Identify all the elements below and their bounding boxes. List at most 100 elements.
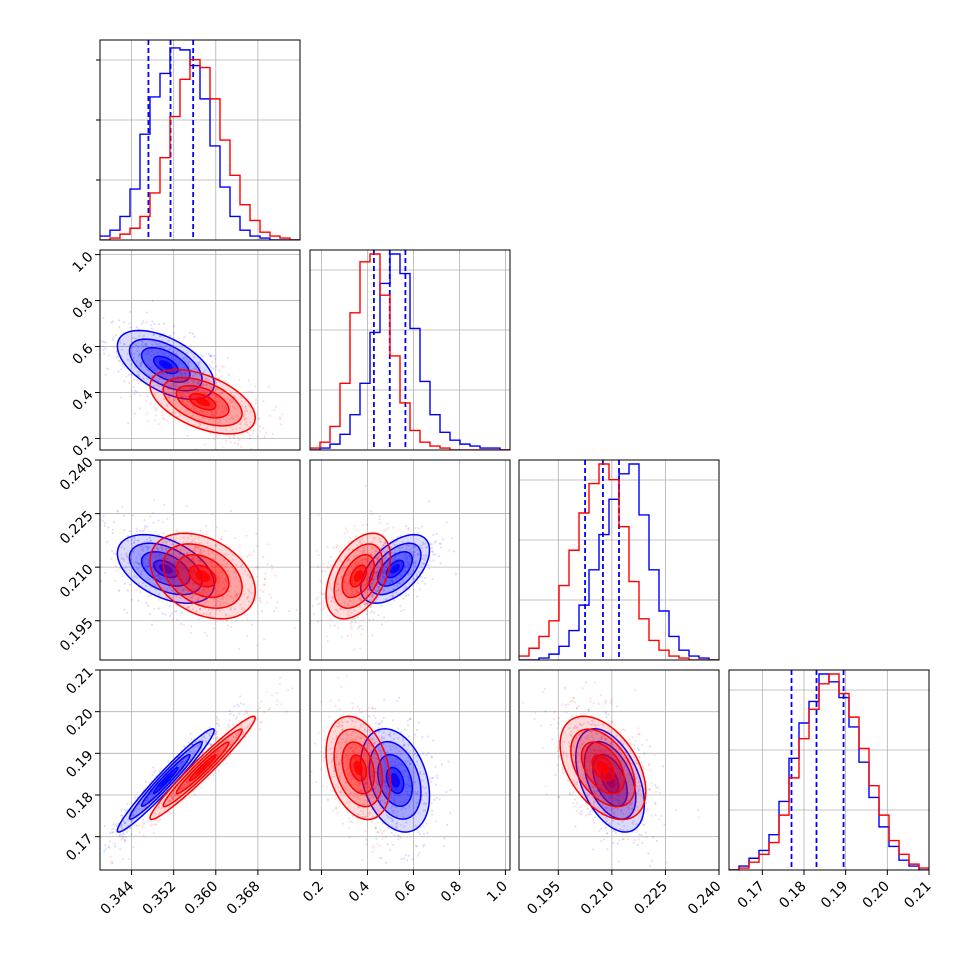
red-contour-line <box>188 564 217 588</box>
blue-contour-line <box>128 740 203 820</box>
red-contour-line <box>333 543 384 609</box>
y-tick-label: 0.8 <box>70 295 97 322</box>
x-tick-label: 0.225 <box>631 878 671 918</box>
red-contour-line <box>149 532 256 620</box>
plot-area <box>310 250 510 450</box>
x-tick-label: 0.2 <box>300 878 327 905</box>
x-tick-label: 0.8 <box>438 878 465 905</box>
x-tick-label: 0.210 <box>578 878 618 918</box>
red-contour-line <box>162 376 243 427</box>
plot-area <box>519 670 719 870</box>
blue-contour-line <box>140 753 191 808</box>
blue-histogram-step <box>310 253 510 450</box>
panel-frame <box>518 459 720 661</box>
red-contour-line <box>570 728 636 808</box>
y-tick-label: 0.225 <box>57 508 97 548</box>
blue-contour-line <box>377 753 414 808</box>
blue-contour-line <box>575 728 646 833</box>
histogram-panel-0 <box>96 39 301 241</box>
contour-panel-3-0: 0.17 0.18 0.19 0.20 0.21 0.344 0.352 0.360 0.368 <box>63 664 301 918</box>
red-density-peak <box>353 570 363 583</box>
red-contour-line <box>175 553 230 599</box>
blue-contour-line <box>377 551 414 587</box>
red-contour-line <box>341 553 376 599</box>
red-contour-line <box>175 741 230 795</box>
y-tick-label: 0.19 <box>63 748 96 781</box>
red-contour-line <box>188 754 217 782</box>
panel-frame <box>728 669 930 871</box>
red-contour-line <box>580 741 626 795</box>
y-tick-label: 0.6 <box>70 341 97 368</box>
x-tick-label: 0.368 <box>224 878 264 918</box>
y-tick-label: 0.17 <box>63 831 96 864</box>
red-histogram-step <box>519 463 719 660</box>
y-tick-label: 0.18 <box>63 789 96 822</box>
red-contour-line <box>349 564 368 588</box>
panel-frame <box>309 249 511 451</box>
plot-area <box>100 460 300 660</box>
x-tick-label: 0.20 <box>860 878 893 911</box>
red-density-peak <box>195 397 210 407</box>
panel-frame <box>518 669 720 871</box>
red-contour-line <box>175 384 230 419</box>
x-tick-label: 0.240 <box>685 878 725 918</box>
blue-contour-line <box>128 338 203 392</box>
x-tick-label: 0.360 <box>182 878 222 918</box>
red-contour-line <box>325 532 392 620</box>
red-contour-line <box>149 715 256 821</box>
red-contour-line <box>349 754 368 782</box>
histogram-panel-3: 0.17 0.18 0.19 0.20 0.21 <box>728 669 935 912</box>
panel-frame <box>309 459 511 661</box>
y-tick-label: 0.210 <box>57 561 97 601</box>
histogram-panel-1 <box>309 249 511 451</box>
x-tick-label: 0.21 <box>901 878 934 911</box>
panel-frame <box>309 669 511 871</box>
red-contour-line <box>188 392 217 411</box>
y-tick-label: 0.195 <box>57 615 97 655</box>
x-tick-label: 0.18 <box>776 878 809 911</box>
blue-density-peak <box>159 773 173 788</box>
red-contour-line <box>325 715 392 821</box>
red-contour-line <box>149 368 256 435</box>
blue-contour-line <box>116 329 215 401</box>
y-tick-label: 0.21 <box>63 664 96 697</box>
red-density-peak <box>596 760 609 776</box>
panel-frame <box>99 249 301 451</box>
blue-contour-line <box>140 346 191 383</box>
red-contour-line <box>591 754 615 782</box>
plot-area <box>519 460 719 660</box>
x-tick-label: 0.195 <box>524 878 564 918</box>
x-tick-label: 1.0 <box>484 878 511 905</box>
blue-contour-line <box>359 533 431 604</box>
blue-contour-line <box>385 766 405 795</box>
blue-contour-line <box>385 559 405 579</box>
red-histogram-step <box>100 58 300 240</box>
red-histogram-step <box>729 673 929 870</box>
contour-panel-3-2: 0.195 0.210 0.225 0.240 <box>518 669 725 918</box>
x-tick-label: 0.344 <box>98 878 138 918</box>
red-density-peak <box>353 760 363 776</box>
red-contour-line <box>333 728 384 808</box>
y-tick-label: 0.4 <box>70 387 97 414</box>
blue-contour-line <box>140 551 191 587</box>
blue-density-peak <box>159 360 173 370</box>
plot-area <box>100 670 300 870</box>
red-histogram-step <box>310 253 510 450</box>
blue-histogram-step <box>100 47 300 240</box>
x-tick-label: 0.352 <box>140 878 180 918</box>
contour-panel-2-1 <box>309 459 511 661</box>
contour-panel-2-0: 0.195 0.210 0.225 0.240 <box>57 454 301 661</box>
y-tick-label: 1.0 <box>70 249 97 276</box>
plot-area <box>100 40 300 240</box>
plot-area <box>729 670 929 870</box>
red-density-peak <box>195 760 210 776</box>
y-tick-label: 0.20 <box>63 706 96 739</box>
contour-panel-1-0: 0.20.40.60.81.0 <box>70 249 301 460</box>
x-tick-label: 0.4 <box>346 878 373 905</box>
blue-contour-line <box>116 727 215 833</box>
histogram-panel-2 <box>518 459 720 661</box>
plot-area <box>310 460 510 660</box>
panel-frame <box>99 39 301 241</box>
red-contour-line <box>162 543 243 609</box>
plot-area <box>310 670 510 870</box>
